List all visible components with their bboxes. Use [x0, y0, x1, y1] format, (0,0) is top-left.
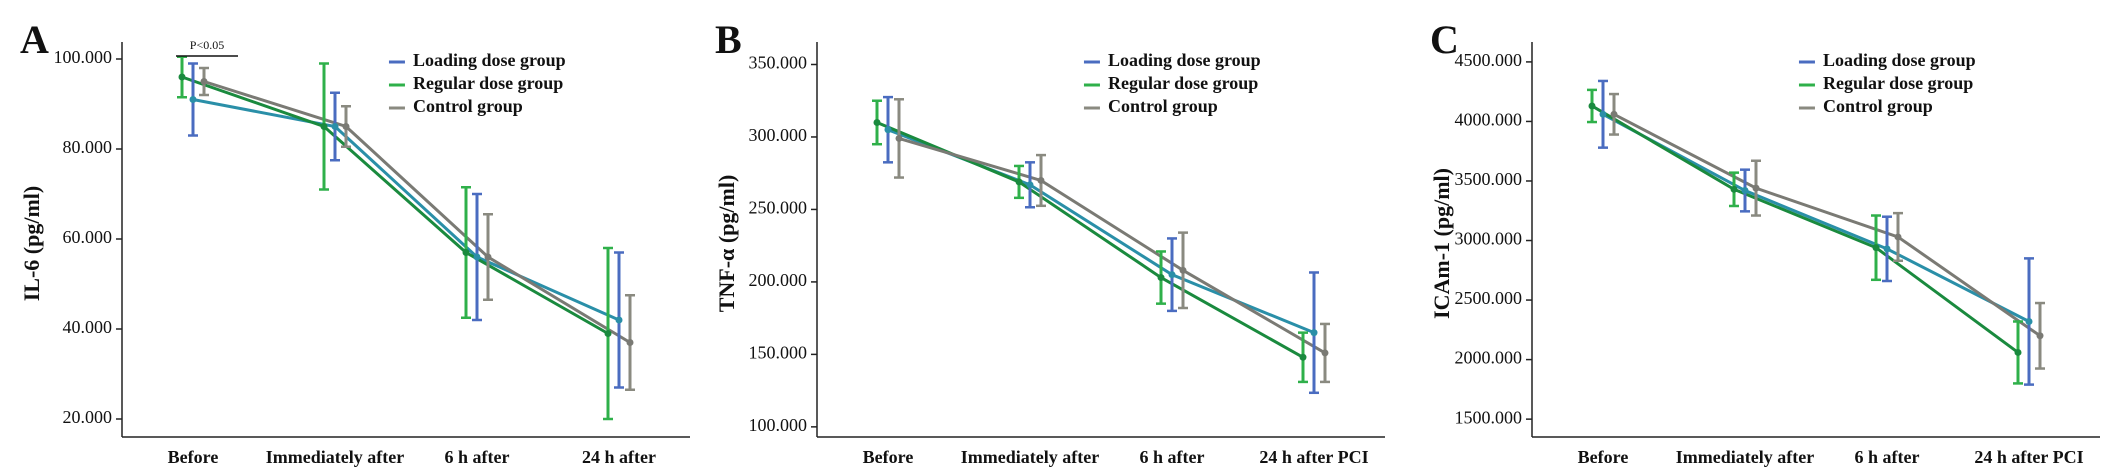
x-tick-label: Immediately after	[961, 447, 1099, 467]
panel-label: C	[1430, 17, 1459, 62]
y-axis-label: IL-6 (pg/ml)	[19, 186, 44, 302]
y-tick-label: 150.000	[749, 343, 808, 363]
data-point	[200, 78, 208, 85]
y-tick-label: 100.000	[749, 415, 808, 435]
data-point	[320, 123, 328, 130]
legend-label: Control group	[1108, 96, 1218, 116]
data-point	[1883, 245, 1891, 253]
panel-label: B	[715, 17, 742, 62]
series-line	[1602, 112, 2030, 323]
series-line	[181, 75, 609, 335]
panel: C ICAm-1 (pg/ml) 1500.000 2000.000 2500.000 3…	[1429, 17, 2100, 467]
y-tick-label: 1500.000	[1455, 407, 1523, 427]
y-tick-label: 3000.000	[1455, 229, 1523, 249]
data-point	[1310, 329, 1318, 337]
data-point	[1168, 271, 1176, 279]
y-tick-label: 200.000	[749, 270, 808, 290]
y-tick-label: 250.000	[749, 198, 808, 218]
legend-label: Control group	[1823, 96, 1933, 116]
x-tick-label: 24 h after PCI	[1259, 447, 1368, 467]
y-tick-label: 60.000	[63, 227, 113, 247]
y-tick-label: 4500.000	[1455, 50, 1523, 70]
y-tick-label: 80.000	[63, 137, 113, 157]
data-point	[189, 96, 197, 103]
data-point	[1157, 274, 1165, 282]
y-tick-label: 4000.000	[1455, 110, 1523, 130]
y-tick-label: 20.000	[63, 407, 113, 427]
x-tick-label: 24 h after	[582, 447, 656, 467]
data-point	[1588, 102, 1596, 110]
data-point	[473, 253, 481, 261]
data-point	[1894, 233, 1902, 241]
legend-label: Loading dose group	[413, 50, 566, 70]
y-tick-label: 40.000	[63, 317, 113, 337]
x-tick-label: Before	[168, 447, 219, 467]
data-point	[331, 123, 339, 130]
y-tick-label: 3500.000	[1455, 169, 1523, 189]
panel: A IL-6 (pg/ml) 20.000 40.000 60.000 80.000 100…	[19, 17, 690, 467]
data-point	[1872, 244, 1880, 252]
data-point	[342, 123, 350, 130]
x-tick-label: 6 h after	[1140, 447, 1205, 467]
data-point	[2025, 317, 2033, 325]
data-point	[1015, 178, 1023, 186]
y-tick-label: 100.000	[54, 47, 113, 67]
data-point	[604, 330, 612, 337]
legend-label: Control group	[413, 96, 523, 116]
x-tick-label: 6 h after	[445, 447, 510, 467]
annotation: P<0.05	[190, 38, 224, 52]
data-point	[1026, 181, 1034, 189]
x-tick-label: Immediately after	[1676, 447, 1814, 467]
data-point	[2014, 348, 2022, 356]
data-point	[1299, 353, 1307, 361]
legend-label: Regular dose group	[413, 73, 563, 93]
data-point	[1321, 349, 1329, 357]
panel: B TNF-α (pg/ml) 100.000 150.000 200.000 250.0…	[714, 17, 1385, 467]
y-tick-label: 300.000	[749, 125, 808, 145]
legend-label: Regular dose group	[1108, 73, 1258, 93]
y-axis-label: ICAm-1 (pg/ml)	[1429, 168, 1454, 319]
data-point	[873, 118, 881, 126]
series-line	[192, 98, 620, 322]
data-point	[1741, 187, 1749, 195]
series-line	[1591, 104, 2019, 354]
data-point	[1752, 184, 1760, 192]
series-line	[203, 80, 631, 344]
y-axis-label: TNF-α (pg/ml)	[714, 175, 739, 313]
data-point	[895, 134, 903, 142]
y-tick-label: 2000.000	[1455, 348, 1523, 368]
x-tick-label: 24 h after PCI	[1974, 447, 2083, 467]
data-point	[1179, 266, 1187, 274]
x-tick-label: Immediately after	[266, 447, 404, 467]
data-point	[178, 73, 186, 81]
data-point	[626, 339, 634, 346]
data-point	[1037, 176, 1045, 184]
data-point	[462, 249, 470, 256]
series-line	[1613, 112, 2041, 338]
panel-label: A	[20, 17, 49, 62]
legend-label: Regular dose group	[1823, 73, 1973, 93]
series-line	[876, 121, 1304, 359]
y-tick-label: 2500.000	[1455, 288, 1523, 308]
y-tick-label: 350.000	[749, 53, 808, 73]
x-tick-label: Before	[1578, 447, 1629, 467]
data-point	[1599, 110, 1607, 118]
legend-label: Loading dose group	[1823, 50, 1976, 70]
x-tick-label: 6 h after	[1855, 447, 1920, 467]
series-line	[887, 128, 1315, 335]
data-point	[1610, 110, 1618, 118]
data-point	[884, 126, 892, 134]
data-point	[484, 253, 492, 261]
data-point	[1730, 185, 1738, 193]
x-tick-label: Before	[863, 447, 914, 467]
data-point	[615, 316, 623, 324]
legend-label: Loading dose group	[1108, 50, 1261, 70]
series-line	[898, 136, 1326, 355]
data-point	[2036, 332, 2044, 340]
